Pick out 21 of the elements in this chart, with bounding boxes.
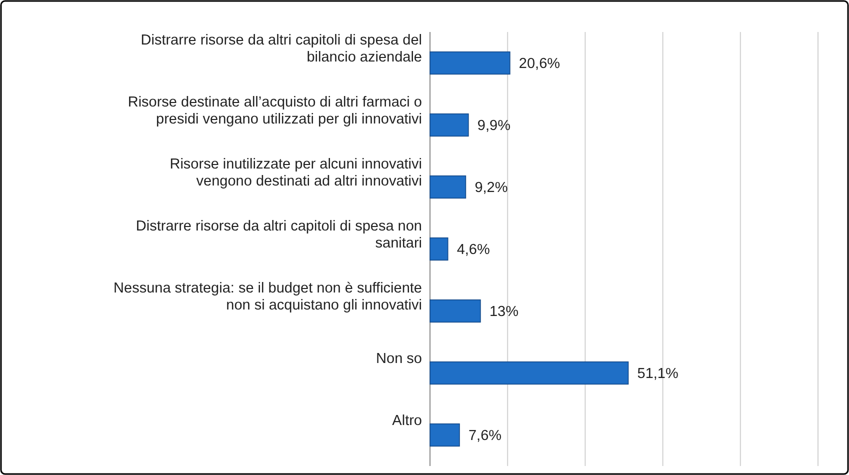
- y-tick-label: Distrarre risorse da altri capitoli di spesa del bilancio aziendale: [140, 32, 422, 66]
- bar: [430, 361, 629, 385]
- y-tick-label: Altro: [392, 413, 422, 429]
- bar: [430, 113, 469, 137]
- bar: [430, 299, 481, 323]
- data-label: 9,9%: [477, 118, 511, 134]
- data-label: 4,6%: [456, 242, 490, 258]
- y-tick-label: Risorse inutilizzate per alcuni innovativi vengono destinati ad altri innovativi: [170, 156, 422, 190]
- data-label: 20,6%: [518, 56, 560, 72]
- data-label: 9,2%: [474, 180, 508, 196]
- bar: [430, 175, 466, 199]
- bar: [430, 237, 448, 261]
- data-label: 7,6%: [468, 428, 502, 444]
- y-tick-label: Risorse destinate all’acquisto di altri farmaci o presidi vengano utilizzati per gli innovativi: [128, 94, 422, 128]
- y-tick-label: Distrarre risorse da altri capitoli di spesa non sanitari: [136, 218, 422, 252]
- bar: [430, 423, 460, 447]
- data-label: 13%: [489, 304, 519, 320]
- y-tick-label: Nessuna strategia: se il budget non è sufficiente non si acquistano gli innovativi: [114, 280, 422, 314]
- y-tick-label: Non so: [376, 351, 422, 367]
- bar: [430, 51, 510, 75]
- data-label: 51,1%: [637, 366, 678, 382]
